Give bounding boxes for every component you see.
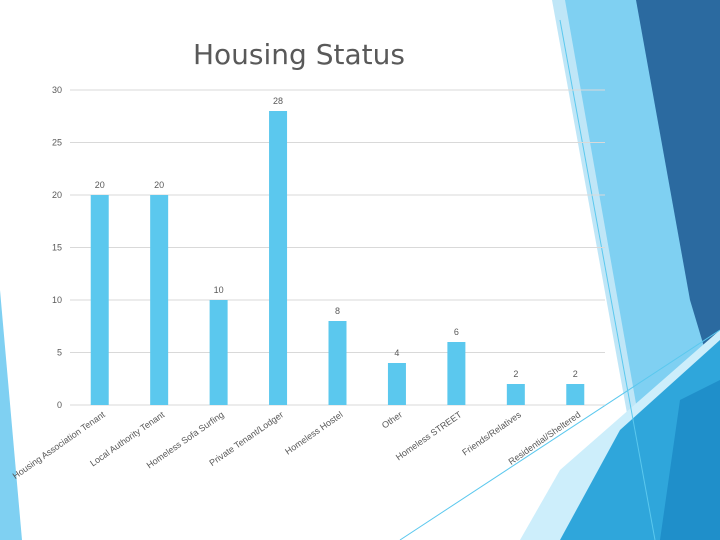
y-tick-label: 15 <box>52 243 62 253</box>
x-tick-label: Homeless STREET <box>394 409 464 462</box>
data-label: 28 <box>273 96 283 106</box>
data-label: 20 <box>95 180 105 190</box>
y-tick-label: 20 <box>52 190 62 200</box>
bar <box>506 384 525 405</box>
bar <box>328 321 347 405</box>
data-label: 8 <box>335 306 340 316</box>
bar <box>566 384 585 405</box>
y-tick-label: 30 <box>52 85 62 95</box>
deco-shape-bottom-dark <box>660 380 720 540</box>
deco-line-2 <box>399 329 720 540</box>
bar <box>150 195 169 405</box>
chart-title: Housing Status <box>193 38 405 71</box>
data-label: 4 <box>394 348 399 358</box>
y-tick-label: 0 <box>57 400 62 410</box>
deco-line-1 <box>559 19 656 540</box>
y-tick-label: 25 <box>52 138 62 148</box>
x-tick-label: Friends/Relatives <box>460 409 523 457</box>
bar <box>90 195 109 405</box>
data-label: 2 <box>573 369 578 379</box>
deco-shape-right-dark <box>636 0 720 400</box>
x-tick-label: Other <box>380 409 404 430</box>
data-label: 10 <box>214 285 224 295</box>
x-tick-label: Housing Association Tenant <box>11 409 108 481</box>
bar <box>447 342 466 405</box>
y-tick-label: 10 <box>52 295 62 305</box>
deco-shape-left <box>0 290 22 540</box>
data-label: 20 <box>154 180 164 190</box>
x-tick-label: Homeless Hostel <box>283 409 344 456</box>
bar <box>269 111 288 405</box>
bar <box>209 300 228 405</box>
bar <box>387 363 406 405</box>
data-label: 2 <box>513 369 518 379</box>
data-label: 6 <box>454 327 459 337</box>
y-tick-label: 5 <box>57 348 62 358</box>
